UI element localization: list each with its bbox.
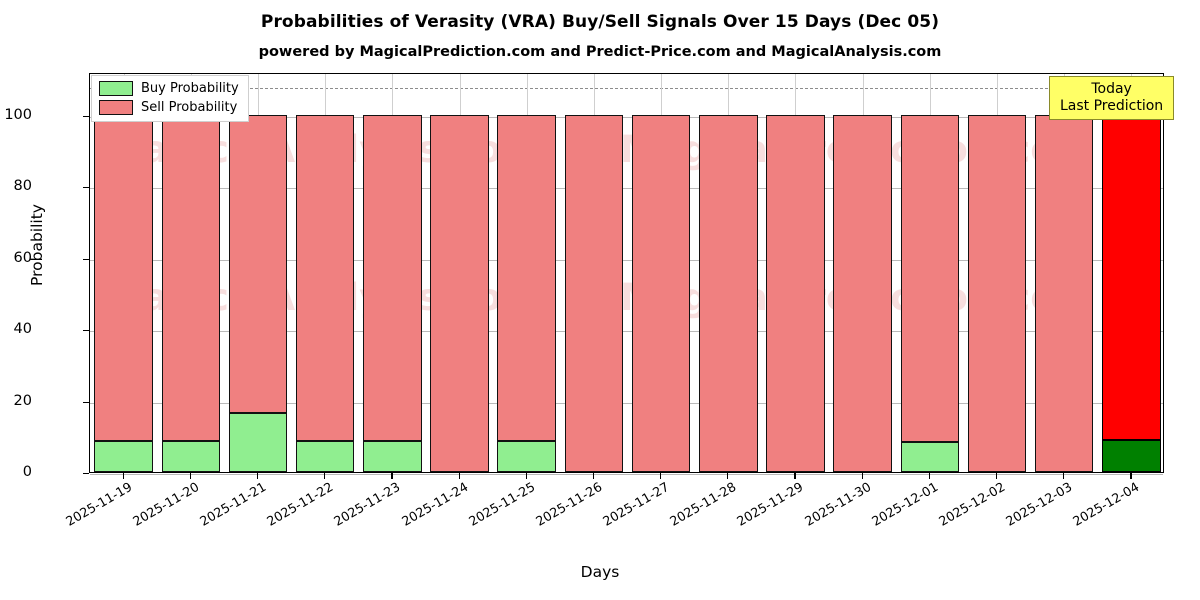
gridline-y-20 — [90, 402, 1163, 404]
bar-segment-sell[interactable] — [900, 114, 960, 443]
y-tick-label-60: 60 — [13, 249, 32, 266]
bar-2025-11-30[interactable] — [833, 72, 892, 472]
chart-legend: Buy Probability Sell Probability — [91, 75, 249, 122]
bar-segment-sell[interactable] — [699, 114, 758, 472]
bar-segment-sell[interactable] — [1102, 114, 1161, 440]
bar-segment-sell[interactable] — [631, 114, 691, 472]
bar-segment-buy[interactable] — [363, 440, 422, 472]
x-tick-mark-2025-11-27 — [660, 473, 662, 479]
x-tick-mark-2025-11-30 — [861, 473, 863, 479]
plot-area: MagicalAnalysis.com MagicalPrediction.co… — [89, 73, 1164, 475]
bar-segment-sell[interactable] — [564, 114, 624, 472]
bar-segment-sell[interactable] — [497, 114, 556, 441]
bar-segment-sell[interactable] — [1034, 114, 1094, 472]
y-tick-mark-80 — [83, 187, 89, 189]
chart-subtitle: powered by MagicalPrediction.com and Pre… — [258, 44, 942, 60]
gridline-y-100 — [90, 116, 1163, 118]
bar-2025-11-25[interactable] — [497, 72, 556, 472]
bar-segment-buy[interactable] — [900, 442, 960, 472]
y-tick-label-100: 100 — [4, 106, 32, 123]
bar-segment-sell[interactable] — [833, 114, 892, 472]
bar-2025-12-02[interactable] — [967, 72, 1027, 472]
x-tick-mark-2025-11-25 — [525, 473, 527, 479]
bar-segment-buy[interactable] — [94, 440, 153, 472]
x-tick-mark-2025-12-04 — [1130, 473, 1132, 479]
gridline-y-80 — [90, 188, 1163, 190]
gridline-y-40 — [90, 331, 1163, 333]
bar-2025-11-29[interactable] — [766, 72, 825, 472]
bar-2025-12-04[interactable] — [1102, 72, 1161, 472]
legend-item-sell: Sell Probability — [99, 100, 239, 115]
bar-2025-11-28[interactable] — [699, 72, 758, 472]
x-tick-mark-2025-11-23 — [391, 473, 393, 479]
bar-segment-sell[interactable] — [363, 114, 422, 441]
legend-swatch-sell — [99, 100, 133, 115]
bar-2025-12-03[interactable] — [1034, 72, 1094, 472]
x-tick-mark-2025-11-24 — [458, 473, 460, 479]
y-tick-mark-40 — [83, 330, 89, 332]
bar-2025-11-19[interactable] — [94, 72, 153, 472]
bar-segment-sell[interactable] — [228, 114, 288, 414]
bar-segment-buy[interactable] — [497, 440, 556, 472]
bar-segment-sell[interactable] — [161, 114, 220, 441]
x-tick-mark-2025-11-28 — [727, 473, 729, 479]
bar-2025-11-20[interactable] — [161, 72, 220, 472]
x-tick-mark-2025-11-21 — [256, 473, 259, 479]
chart-title: Probabilities of Verasity (VRA) Buy/Sell… — [260, 12, 940, 32]
y-tick-mark-0 — [83, 473, 89, 475]
today-annotation-line1: Today — [1091, 81, 1132, 97]
bar-segment-sell[interactable] — [967, 114, 1027, 472]
bars-layer — [90, 74, 1163, 472]
bar-segment-buy[interactable] — [228, 413, 288, 472]
bar-2025-12-01[interactable] — [900, 72, 960, 472]
bar-2025-11-22[interactable] — [295, 72, 355, 472]
today-annotation: Today Last Prediction — [1049, 76, 1175, 121]
legend-swatch-buy — [99, 81, 133, 96]
bar-segment-sell[interactable] — [430, 114, 489, 472]
bar-segment-buy[interactable] — [295, 440, 355, 472]
x-tick-mark-2025-11-19 — [122, 473, 124, 479]
bar-2025-11-23[interactable] — [363, 72, 422, 472]
y-tick-label-40: 40 — [13, 321, 32, 338]
today-annotation-line2: Last Prediction — [1060, 97, 1164, 114]
x-tick-mark-2025-11-22 — [324, 473, 326, 479]
x-tick-mark-2025-12-03 — [1063, 473, 1065, 479]
x-axis-label: Days — [580, 563, 620, 581]
bar-segment-sell[interactable] — [766, 114, 825, 472]
legend-label-sell: Sell Probability — [141, 100, 238, 115]
gridline-y-60 — [90, 259, 1163, 261]
x-tick-mark-2025-11-20 — [189, 473, 191, 479]
gridline-y-0 — [90, 474, 1163, 475]
y-tick-mark-60 — [83, 258, 89, 260]
bar-2025-11-24[interactable] — [430, 72, 489, 472]
y-tick-label-0: 0 — [22, 464, 32, 480]
bar-segment-buy[interactable] — [161, 440, 220, 472]
x-tick-mark-2025-12-02 — [996, 473, 998, 479]
y-tick-mark-100 — [83, 115, 89, 118]
legend-item-buy: Buy Probability — [99, 81, 239, 96]
x-tick-mark-2025-12-01 — [928, 473, 931, 479]
annotation-dashed-line — [90, 88, 1163, 90]
x-tick-mark-2025-11-29 — [794, 473, 796, 479]
y-tick-label-20: 20 — [13, 392, 32, 409]
legend-label-buy: Buy Probability — [141, 81, 239, 96]
bar-2025-11-27[interactable] — [631, 72, 691, 472]
y-tick-mark-20 — [83, 401, 89, 403]
y-tick-label-80: 80 — [13, 178, 32, 195]
bar-segment-sell[interactable] — [295, 114, 355, 441]
bar-2025-11-21[interactable] — [228, 72, 288, 472]
bar-2025-11-26[interactable] — [564, 72, 624, 472]
x-tick-mark-2025-11-26 — [592, 473, 595, 479]
bar-segment-buy[interactable] — [1102, 439, 1161, 472]
bar-segment-sell[interactable] — [94, 114, 153, 441]
